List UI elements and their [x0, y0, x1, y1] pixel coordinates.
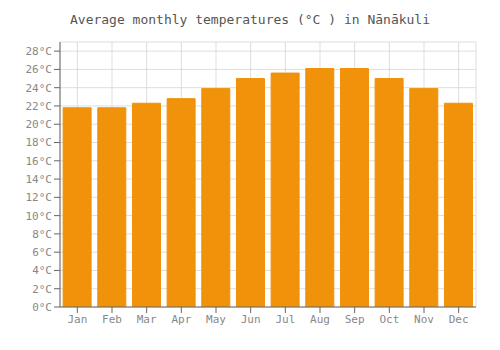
svg-text:26°C: 26°C — [26, 63, 53, 76]
svg-text:Mar: Mar — [137, 313, 157, 326]
svg-text:Nov: Nov — [414, 313, 434, 326]
svg-text:12°C: 12°C — [26, 191, 53, 204]
svg-text:18°C: 18°C — [26, 136, 53, 149]
svg-text:Dec: Dec — [449, 313, 469, 326]
svg-text:10°C: 10°C — [26, 210, 53, 223]
svg-text:Jul: Jul — [275, 313, 295, 326]
svg-text:0°C: 0°C — [32, 301, 52, 314]
svg-text:8°C: 8°C — [32, 228, 52, 241]
svg-text:16°C: 16°C — [26, 155, 53, 168]
svg-text:Jun: Jun — [241, 313, 261, 326]
svg-text:22°C: 22°C — [26, 100, 53, 113]
svg-text:20°C: 20°C — [26, 118, 53, 131]
svg-text:Sep: Sep — [345, 313, 365, 326]
svg-text:2°C: 2°C — [32, 283, 52, 296]
svg-text:24°C: 24°C — [26, 82, 53, 95]
svg-text:May: May — [206, 313, 226, 326]
svg-text:Feb: Feb — [102, 313, 122, 326]
svg-text:28°C: 28°C — [26, 45, 53, 58]
svg-text:14°C: 14°C — [26, 173, 53, 186]
svg-text:Oct: Oct — [379, 313, 399, 326]
svg-text:6°C: 6°C — [32, 246, 52, 259]
svg-text:Jan: Jan — [67, 313, 87, 326]
svg-text:4°C: 4°C — [32, 264, 52, 277]
svg-text:Aug: Aug — [310, 313, 330, 326]
html-text:Average monthly temperatures (: Average monthly temperatures (°C ) in Nā… — [70, 12, 430, 27]
svg-text:Apr: Apr — [171, 313, 191, 326]
